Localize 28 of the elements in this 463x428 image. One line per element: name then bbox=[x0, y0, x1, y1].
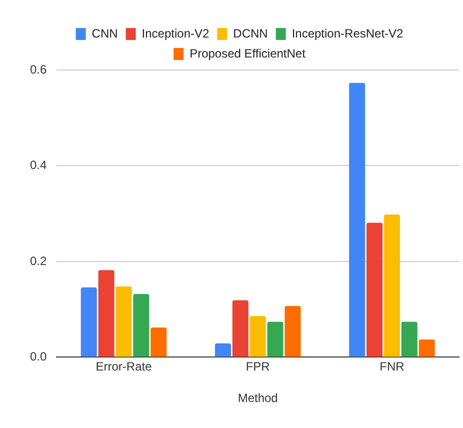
legend-label: Inception-V2 bbox=[142, 26, 210, 40]
bar bbox=[401, 322, 418, 357]
bar bbox=[116, 286, 132, 357]
legend-label: Inception-ResNet-V2 bbox=[292, 26, 404, 40]
y-tick-label: 0.2 bbox=[30, 254, 47, 268]
bar bbox=[98, 270, 114, 357]
bar bbox=[349, 82, 366, 357]
bar bbox=[214, 343, 231, 357]
bar bbox=[150, 328, 167, 357]
legend-label: DCNN bbox=[233, 26, 268, 40]
bar bbox=[418, 339, 435, 357]
bar bbox=[366, 222, 383, 357]
x-axis-title: Method bbox=[238, 391, 278, 406]
bar bbox=[384, 214, 400, 357]
bar bbox=[80, 287, 97, 357]
legend-label: CNN bbox=[92, 26, 118, 40]
y-tick-label: 0.6 bbox=[30, 62, 47, 76]
bar bbox=[267, 322, 284, 357]
y-tick-label: 0.0 bbox=[30, 350, 47, 364]
bar bbox=[232, 300, 248, 357]
x-tick-label: FNR bbox=[380, 360, 405, 374]
y-tick-label: 0.4 bbox=[30, 158, 47, 172]
legend-label: Proposed EfficientNet bbox=[190, 46, 306, 60]
bar bbox=[250, 316, 266, 357]
x-tick-label: Error-Rate bbox=[96, 360, 152, 374]
bar bbox=[133, 294, 150, 357]
x-tick-label: FPR bbox=[246, 360, 270, 374]
bar bbox=[284, 306, 301, 357]
